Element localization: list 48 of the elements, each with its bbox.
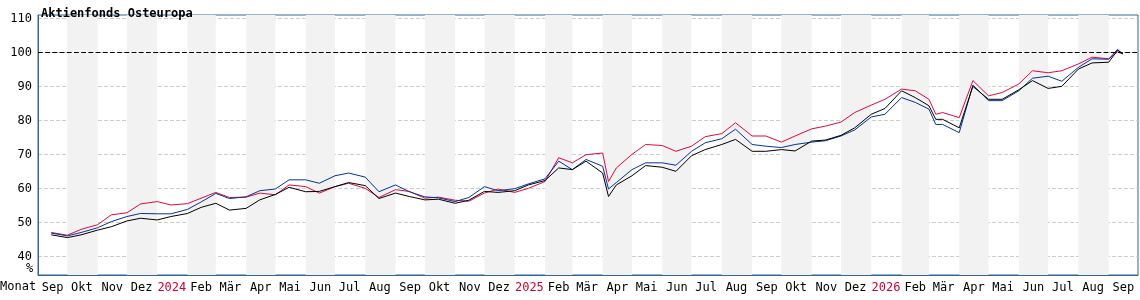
x-tick-label: Aug xyxy=(725,280,748,294)
x-tick-label: Apr xyxy=(963,280,985,294)
y-tick-label: 100 xyxy=(10,45,32,60)
x-tick-label: Nov xyxy=(458,280,481,294)
x-tick-label: Jun xyxy=(666,280,688,294)
y-axis-title: % xyxy=(26,261,34,275)
x-tick-label: Jul xyxy=(695,280,718,294)
x-tick-label: Sep xyxy=(755,280,778,294)
x-tick-label: Apr xyxy=(249,280,272,294)
x-tick-label: Dez xyxy=(488,280,510,294)
y-tick-label: 60 xyxy=(17,181,32,196)
x-tick-label: Sep xyxy=(41,280,64,294)
x-tick-label: Feb xyxy=(904,280,927,294)
x-tick-label: Okt xyxy=(785,280,807,294)
x-tick-label: Okt xyxy=(428,280,451,294)
x-tick-label: Nov xyxy=(101,280,124,294)
x-tick-label: 2025 xyxy=(514,280,544,294)
x-tick-label: Sep xyxy=(1112,280,1135,294)
x-tick-label: Jul xyxy=(338,280,361,294)
x-tick-label: Aug xyxy=(369,280,391,294)
chart-title: Aktienfonds Osteuropa xyxy=(41,6,193,20)
x-tick-label: Okt xyxy=(71,280,93,294)
x-tick-label: Sep xyxy=(399,280,422,294)
y-tick-label: 110 xyxy=(10,11,32,26)
x-tick-label: Jul xyxy=(1051,280,1074,294)
y-tick-label: 90 xyxy=(17,79,32,94)
y-tick-label: 80 xyxy=(17,113,32,128)
x-tick-label: Mär xyxy=(932,280,955,294)
x-tick-label: 2024 xyxy=(157,280,187,294)
y-tick-label: 40 xyxy=(17,249,32,264)
x-tick-label: Jun xyxy=(309,280,332,294)
x-tick-label: Feb xyxy=(547,280,570,294)
x-tick-label: Feb xyxy=(190,280,212,294)
x-tick-label: Jun xyxy=(1022,280,1045,294)
x-tick-label: Mär xyxy=(576,280,598,294)
x-tick-label: Aug xyxy=(1082,280,1104,294)
x-axis-title: Monat xyxy=(0,279,37,293)
x-tick-label: Dez xyxy=(844,280,867,294)
x-tick-label: Mai xyxy=(635,280,658,294)
y-tick-label: 50 xyxy=(17,215,32,230)
x-tick-label: Mai xyxy=(279,280,301,294)
y-tick-label: 70 xyxy=(17,147,32,162)
x-tick-label: Mai xyxy=(992,280,1015,294)
x-tick-label: Dez xyxy=(130,280,153,294)
x-tick-label: Nov xyxy=(815,280,838,294)
x-tick-label: 2026 xyxy=(871,280,901,294)
x-tick-label: Mär xyxy=(219,280,242,294)
x-tick-label: Apr xyxy=(606,280,629,294)
